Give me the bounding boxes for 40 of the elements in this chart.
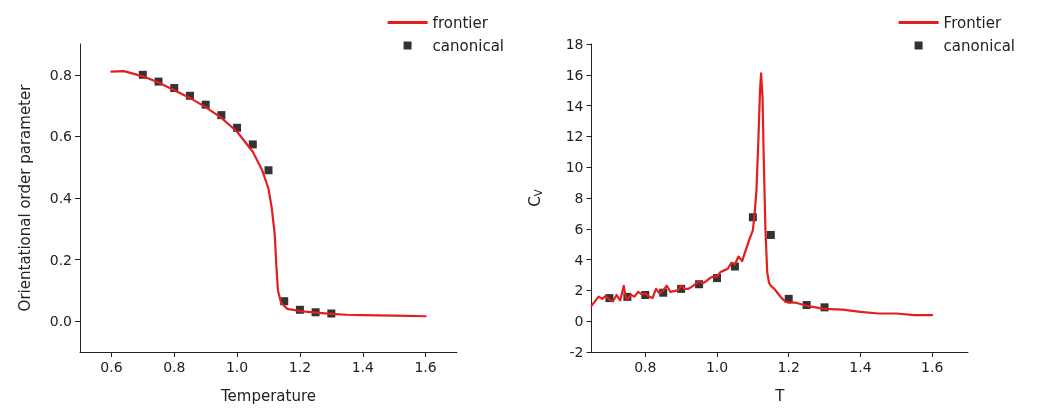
y-tick-label: 16 [565, 66, 584, 83]
x-tick-label: 1.0 [225, 359, 249, 375]
y-tick-label: 0.8 [49, 66, 72, 83]
y-axis-title: CV [525, 189, 544, 207]
x-tick-label: 1.2 [288, 359, 312, 375]
x-axis-title: Temperature [219, 386, 317, 405]
y-tick-label: 0.0 [49, 313, 72, 330]
x-tick-label: 0.6 [100, 359, 123, 375]
line-series [590, 72, 934, 317]
y-tick-label: 12 [565, 128, 584, 145]
point [264, 166, 273, 175]
y-tick-label: 8 [574, 190, 584, 206]
y-tick-label: 0.2 [49, 251, 72, 268]
y-tick-label: 0.6 [49, 128, 73, 145]
y-tick-label: 0.4 [49, 190, 73, 206]
x-tick-label: 1.0 [705, 359, 729, 375]
x-tick-label: 1.6 [414, 359, 437, 375]
x-tick-label: 0.8 [163, 359, 186, 375]
legend-label: canonical [943, 36, 1015, 55]
y-tick-label: -2 [569, 344, 584, 360]
x-tick-label: 1.2 [777, 359, 800, 375]
legend-label: canonical [432, 36, 504, 55]
point [248, 140, 257, 149]
y-axis-title: Orientational order parameter [15, 83, 34, 312]
x-tick-label: 1.4 [849, 359, 872, 375]
x-tick-label: 1.6 [921, 359, 944, 375]
x-tick-label: 0.8 [634, 359, 657, 375]
point [766, 230, 775, 239]
y-tick-label: 18 [565, 36, 584, 52]
legend-label: frontier [432, 13, 489, 32]
legend-label: Frontier [943, 13, 1002, 32]
y-tick-label: 10 [565, 159, 584, 176]
line-series [110, 70, 427, 318]
y-tick-label: 4 [574, 251, 584, 268]
x-tick-label: 1.4 [351, 359, 374, 375]
y-tick-label: 6 [574, 220, 584, 237]
y-tick-label: 0 [574, 313, 584, 330]
y-tick-label: 14 [565, 97, 584, 114]
x-axis-title: T [774, 386, 786, 405]
y-tick-label: 2 [574, 282, 584, 299]
